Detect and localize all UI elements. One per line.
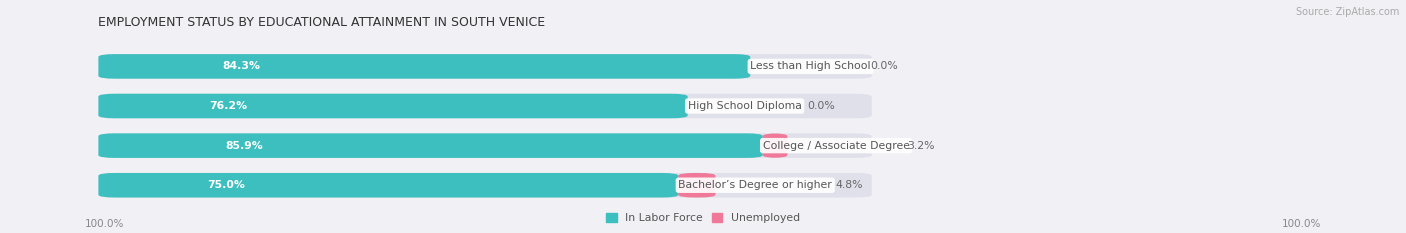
Text: 75.0%: 75.0% — [207, 180, 245, 190]
Text: Bachelor’s Degree or higher: Bachelor’s Degree or higher — [679, 180, 832, 190]
FancyBboxPatch shape — [762, 133, 787, 158]
Text: 100.0%: 100.0% — [1282, 219, 1322, 229]
Text: 76.2%: 76.2% — [209, 101, 247, 111]
FancyBboxPatch shape — [98, 94, 872, 118]
FancyBboxPatch shape — [98, 54, 751, 79]
FancyBboxPatch shape — [98, 133, 872, 158]
Text: 0.0%: 0.0% — [870, 62, 897, 71]
FancyBboxPatch shape — [98, 54, 872, 79]
Text: EMPLOYMENT STATUS BY EDUCATIONAL ATTAINMENT IN SOUTH VENICE: EMPLOYMENT STATUS BY EDUCATIONAL ATTAINM… — [98, 16, 546, 29]
Text: Less than High School: Less than High School — [751, 62, 870, 71]
Legend: In Labor Force, Unemployed: In Labor Force, Unemployed — [602, 209, 804, 228]
Text: 4.8%: 4.8% — [835, 180, 862, 190]
Text: 84.3%: 84.3% — [222, 62, 262, 71]
Text: 3.2%: 3.2% — [907, 141, 935, 151]
Text: High School Diploma: High School Diploma — [688, 101, 801, 111]
FancyBboxPatch shape — [98, 173, 872, 198]
FancyBboxPatch shape — [98, 133, 762, 158]
Text: 0.0%: 0.0% — [807, 101, 835, 111]
FancyBboxPatch shape — [679, 173, 716, 198]
FancyBboxPatch shape — [98, 94, 688, 118]
Text: 85.9%: 85.9% — [226, 141, 263, 151]
FancyBboxPatch shape — [98, 173, 679, 198]
Text: College / Associate Degree: College / Associate Degree — [762, 141, 910, 151]
Text: 100.0%: 100.0% — [84, 219, 124, 229]
Text: Source: ZipAtlas.com: Source: ZipAtlas.com — [1295, 7, 1399, 17]
